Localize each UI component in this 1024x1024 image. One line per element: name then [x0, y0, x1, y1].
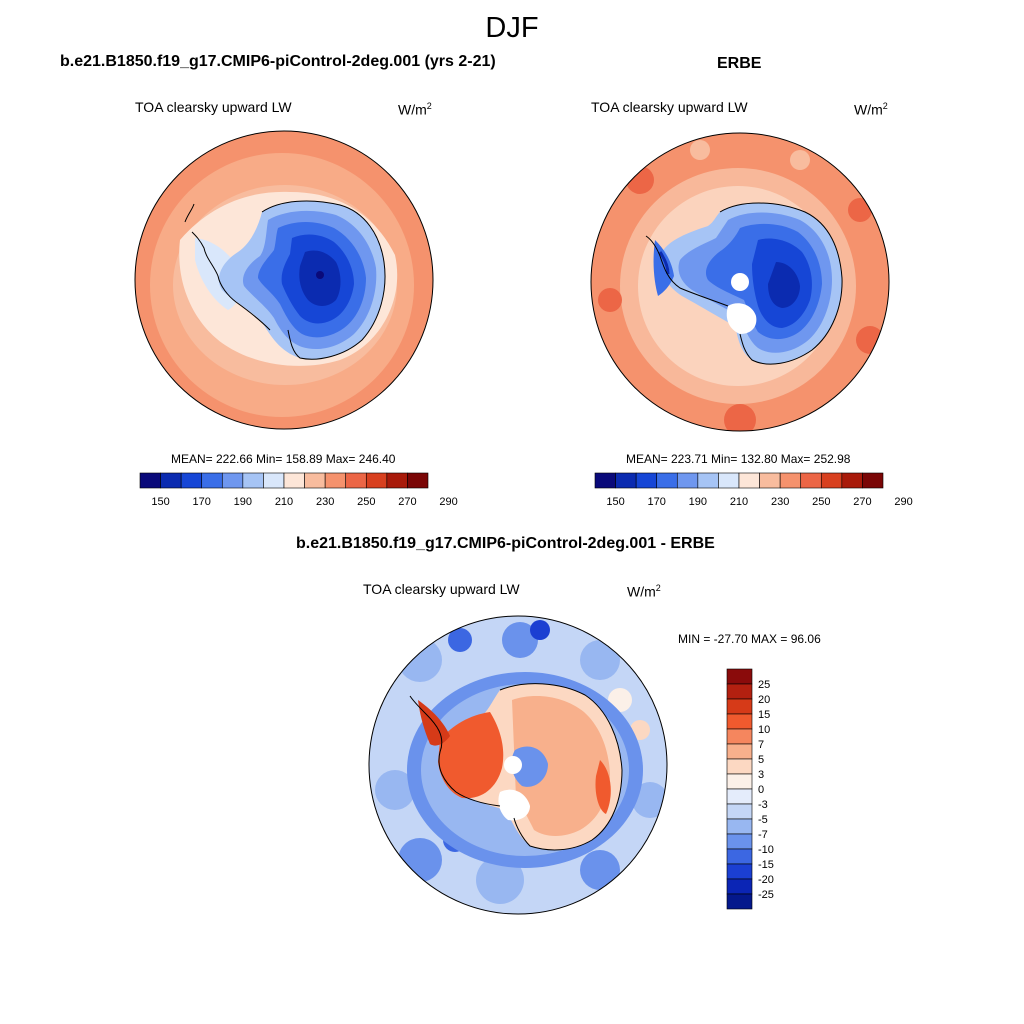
panel-2-colorbar-swatch: [759, 472, 781, 489]
panel-1-colorbar-swatch: [160, 472, 182, 489]
panel-2-colorbar-swatch: [841, 472, 863, 489]
panel-3-colorbar-swatch: [726, 848, 753, 865]
page-title: DJF: [485, 12, 539, 44]
panel-3-colorbar-tick-label: -7: [758, 829, 768, 841]
panel-1-colorbar-swatch: [139, 472, 161, 489]
panel-2-colorbar-tick-label: 170: [648, 496, 666, 508]
panel-1-colorbar-swatch: [263, 472, 285, 489]
panel-1-units: W/m2: [398, 101, 432, 118]
panel-1-stats: MEAN= 222.66 Min= 158.89 Max= 246.40: [171, 452, 396, 466]
panel-3-colorbar-swatch: [726, 878, 753, 895]
panel-2-polar-map: [590, 132, 890, 432]
panel-1-colorbar-tick-label: 210: [275, 496, 293, 508]
panel-3-colorbar-tick-label: -3: [758, 799, 768, 811]
panel-1-colorbar-swatch: [242, 472, 264, 489]
panel-3-colorbar-swatch: [726, 788, 753, 805]
panel-2-colorbar-tick-label: 270: [853, 496, 871, 508]
panel-3-colorbar-tick-label: -25: [758, 889, 774, 901]
panel-1-colorbar-swatch: [324, 472, 347, 489]
panel-1-colorbar-tick-label: 250: [357, 496, 375, 508]
panel-2-units: W/m2: [854, 101, 888, 118]
panel-3-polar-map: [368, 615, 668, 915]
panel-3-colorbar-tick-label: 7: [758, 739, 764, 751]
panel-2-colorbar-swatch: [862, 472, 884, 489]
panel-2-title: ERBE: [717, 55, 762, 72]
panel-3-colorbar-tick-label: 0: [758, 784, 764, 796]
panel-3-colorbar-swatch: [726, 728, 753, 745]
panel-3-variable-label: TOA clearsky upward LW: [363, 581, 520, 597]
panel-1-colorbar-swatch: [283, 472, 305, 489]
panel-1-title: b.e21.B1850.f19_g17.CMIP6-piControl-2deg…: [60, 53, 496, 70]
panel-1-colorbar-swatch: [201, 472, 223, 489]
panel-3-colorbar-swatch: [726, 833, 753, 850]
panel-2-colorbar-swatch: [820, 472, 843, 489]
panel-3-colorbar-swatch: [726, 683, 753, 700]
panel-2-colorbar: 150 170 190 210 230 250 270 290: [594, 472, 913, 508]
panel-1-colorbar-tick-label: 190: [234, 496, 252, 508]
panel-2-colorbar-swatch: [635, 472, 658, 489]
panel-1-colorbar-tick-label: 150: [151, 496, 169, 508]
panel-3-units: W/m2: [627, 583, 661, 600]
panel-1-colorbar-swatch: [386, 472, 408, 489]
panel-2-colorbar-tick-label: 150: [606, 496, 624, 508]
panel-3-colorbar-tick-label: -15: [758, 859, 774, 871]
panel-3-colorbar: 25 20 15 10 7 5 3 0 -3 -5 -7 -10 -15 -20 -25: [726, 668, 774, 910]
panel-1-colorbar-tick-label: 230: [316, 496, 334, 508]
panel-3-colorbar-swatch: [726, 698, 753, 715]
panel-1-colorbar-swatch: [345, 472, 367, 489]
panel-1-variable-label: TOA clearsky upward LW: [135, 99, 292, 115]
panel-3-colorbar-swatch: [726, 893, 753, 910]
panel-3-colorbar-tick-label: 5: [758, 754, 764, 766]
panel-1-colorbar-tick-label: 270: [398, 496, 416, 508]
panel-2-stats: MEAN= 223.71 Min= 132.80 Max= 252.98: [626, 452, 851, 466]
panel-3-colorbar-tick-label: 20: [758, 694, 770, 706]
panel-2-colorbar-swatch: [615, 472, 637, 489]
panel-1-colorbar-tick-label: 170: [193, 496, 211, 508]
panel-2-colorbar-tick-label: 210: [730, 496, 748, 508]
panel-1-colorbar: 150 170 190 210 230 250 270 290: [139, 472, 458, 508]
panel-2-variable-label: TOA clearsky upward LW: [591, 99, 748, 115]
panel-2-colorbar-swatch: [779, 472, 802, 489]
panel-2-colorbar-swatch: [718, 472, 740, 489]
panel-1-colorbar-swatch: [407, 472, 429, 489]
panel-1-colorbar-swatch: [180, 472, 203, 489]
panel-3-colorbar-swatch: [726, 803, 753, 820]
panel-2-colorbar-swatch: [738, 472, 760, 489]
panel-1-colorbar-swatch: [365, 472, 388, 489]
panel-2-colorbar-swatch: [656, 472, 678, 489]
panel-3-colorbar-tick-label: -5: [758, 814, 768, 826]
panel-3-colorbar-tick-label: 25: [758, 679, 770, 691]
panel-3-colorbar-swatch: [726, 863, 753, 880]
panel-2-colorbar-tick-label: 250: [812, 496, 830, 508]
panel-3-colorbar-swatch: [726, 818, 753, 835]
panel-2-colorbar-swatch: [676, 472, 699, 489]
panel-3-colorbar-tick-label: 15: [758, 709, 770, 721]
panel-3-colorbar-tick-label: 10: [758, 724, 770, 736]
panel-2-colorbar-swatch: [697, 472, 719, 489]
panel-2-colorbar-swatch: [800, 472, 822, 489]
panel-3-colorbar-swatch: [726, 773, 753, 790]
panel-1-colorbar-tick-label: 290: [439, 496, 457, 508]
panel-2-colorbar-tick-label: 230: [771, 496, 789, 508]
panel-3-colorbar-tick-label: -10: [758, 844, 774, 856]
panel-3-colorbar-swatch: [726, 713, 753, 730]
panel-2-colorbar-tick-label: 290: [894, 496, 912, 508]
panel-2-colorbar-swatch: [594, 472, 616, 489]
panel-1-polar-map: [134, 130, 434, 430]
panel-3-colorbar-swatch: [726, 743, 753, 760]
panel-3-stats: MIN = -27.70 MAX = 96.06: [678, 632, 821, 646]
panel-3-colorbar-swatch: [726, 668, 753, 685]
panel-2-colorbar-tick-label: 190: [689, 496, 707, 508]
panel-3-title: b.e21.B1850.f19_g17.CMIP6-piControl-2deg…: [296, 535, 715, 552]
panel-3-colorbar-tick-label: 3: [758, 769, 764, 781]
panel-3-colorbar-tick-label: -20: [758, 874, 774, 886]
panel-3-colorbar-swatch: [726, 758, 753, 775]
panel-1-colorbar-swatch: [221, 472, 244, 489]
panel-1-colorbar-swatch: [304, 472, 326, 489]
